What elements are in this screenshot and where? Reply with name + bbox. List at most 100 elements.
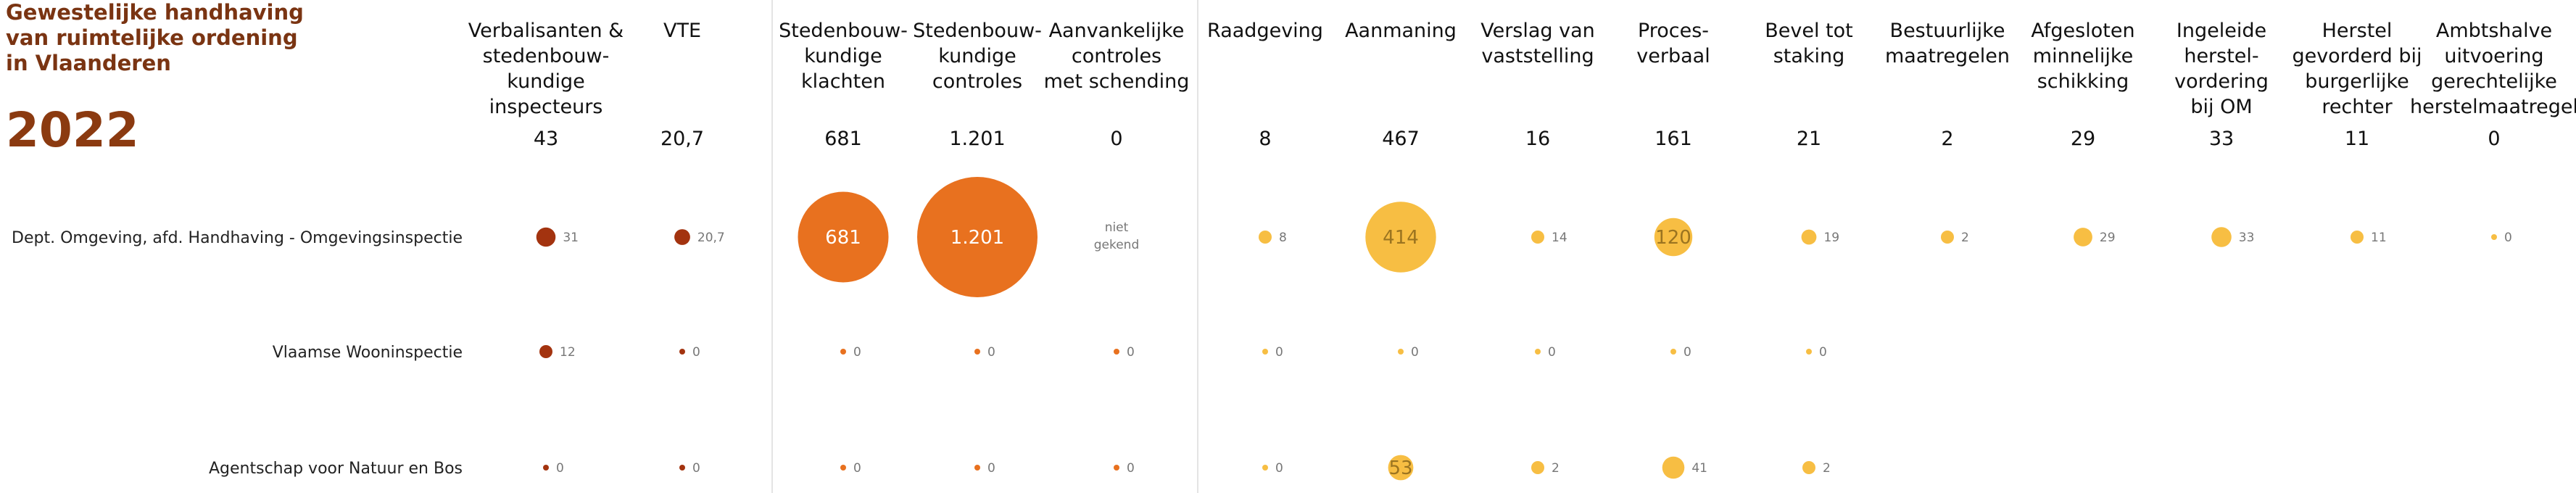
value-bubble [1802, 461, 1815, 474]
column-header: Bestuurlijke [1890, 20, 2005, 42]
column-total: 0 [1110, 128, 1122, 150]
value-label: 0 [1548, 345, 1556, 360]
zero-dot [1398, 349, 1404, 355]
value-label: 31 [563, 231, 579, 245]
value-label: 11 [2371, 231, 2387, 245]
row-label: Dept. Omgeving, afd. Handhaving - Omgevi… [12, 229, 463, 247]
row-label: Agentschap voor Natuur en Bos [209, 460, 463, 478]
zero-dot [974, 349, 980, 355]
value-bubble [2351, 231, 2364, 244]
column-total: 43 [534, 128, 558, 150]
zero-dot [1535, 349, 1541, 355]
column-header: maatregelen [1885, 45, 2010, 67]
value-label: 120 [1655, 227, 1691, 249]
value-bubble [536, 227, 556, 247]
column-total: 1.201 [949, 128, 1005, 150]
value-bubble [798, 191, 889, 283]
value-bubble [1662, 456, 1685, 479]
column-total: 16 [1525, 128, 1550, 150]
column-header: herstel- [2184, 45, 2258, 67]
value-bubble [1654, 218, 1693, 257]
column-header: Ambtshalve [2436, 20, 2552, 42]
column-total: 33 [2209, 128, 2234, 150]
column-total: 11 [2345, 128, 2369, 150]
column-header: bij OM [2190, 96, 2252, 118]
value-bubble [1801, 229, 1817, 245]
row-label: Vlaamse Wooninspectie [273, 344, 463, 362]
value-bubble [917, 177, 1038, 297]
value-label: 12 [560, 345, 576, 360]
value-label: 8 [1279, 231, 1287, 245]
column-total: 161 [1654, 128, 1692, 150]
column-header: kundige [507, 70, 584, 93]
column-total: 467 [1382, 128, 1420, 150]
column-total: 2 [1941, 128, 1953, 150]
column-header: herstelmaatregel [2410, 96, 2576, 118]
column-total: 0 [2488, 128, 2500, 150]
value-label: 19 [1823, 231, 1839, 245]
not-known-note: niet [1105, 220, 1129, 235]
zero-dot [1262, 465, 1268, 471]
value-bubble [1941, 231, 1954, 244]
column-total: 8 [1259, 128, 1271, 150]
value-label: 53 [1388, 457, 1412, 479]
value-label: 33 [2239, 231, 2255, 245]
column-header: stedenbouw- [483, 45, 610, 67]
value-bubble [1259, 231, 1272, 244]
value-label: 0 [1127, 461, 1135, 476]
zero-dot [679, 465, 685, 471]
column-header: Aanmaning [1345, 20, 1457, 42]
column-header: vordering [2174, 70, 2269, 93]
column-header: staking [1773, 45, 1845, 67]
column-total: 681 [824, 128, 862, 150]
column-header: controles [932, 70, 1022, 93]
zero-dot [679, 349, 685, 355]
value-bubble [674, 229, 690, 245]
value-label: 14 [1552, 231, 1567, 245]
not-known-note: gekend [1094, 238, 1140, 252]
column-header: kundige [938, 45, 1016, 67]
value-label: 0 [692, 345, 700, 360]
value-label: 0 [1683, 345, 1691, 360]
value-bubble [1531, 461, 1544, 474]
column-header: VTE [663, 20, 701, 42]
zero-dot [1670, 349, 1676, 355]
column-header: gevorderd bij [2292, 45, 2422, 67]
value-bubble [1365, 202, 1436, 273]
value-label: 0 [1819, 345, 1827, 360]
zero-dot [840, 465, 846, 471]
value-label: 41 [1691, 461, 1707, 476]
value-label: 0 [853, 461, 861, 476]
column-total: 21 [1797, 128, 1821, 150]
value-label: 0 [692, 461, 700, 476]
column-header: Stedenbouw- [913, 20, 1042, 42]
column-total: 29 [2071, 128, 2095, 150]
value-label: 0 [1275, 345, 1283, 360]
value-bubble [2211, 227, 2232, 247]
column-header: Verbalisanten & [468, 20, 624, 42]
column-header: verbaal [1636, 45, 1710, 67]
column-header: Proces- [1638, 20, 1709, 42]
value-label: 2 [1552, 461, 1560, 476]
zero-dot [543, 465, 549, 471]
value-label: 1.201 [951, 227, 1004, 249]
value-label: 2 [1823, 461, 1831, 476]
zero-dot [2491, 234, 2497, 240]
column-header: burgerlijke [2305, 70, 2409, 93]
value-bubble [1388, 455, 1414, 481]
column-header: Verslag van [1480, 20, 1595, 42]
value-label: 0 [2504, 231, 2512, 245]
zero-dot [1114, 465, 1119, 471]
column-header: klachten [801, 70, 885, 93]
column-total: 20,7 [660, 128, 704, 150]
value-label: 0 [987, 461, 995, 476]
value-label: 0 [1275, 461, 1283, 476]
column-header: Bevel tot [1765, 20, 1853, 42]
column-header: Stedenbouw- [779, 20, 908, 42]
value-label: 0 [1411, 345, 1419, 360]
column-header: schikking [2037, 70, 2129, 93]
column-header: inspecteurs [489, 96, 603, 118]
zero-dot [1806, 349, 1812, 355]
value-label: 29 [2100, 231, 2116, 245]
